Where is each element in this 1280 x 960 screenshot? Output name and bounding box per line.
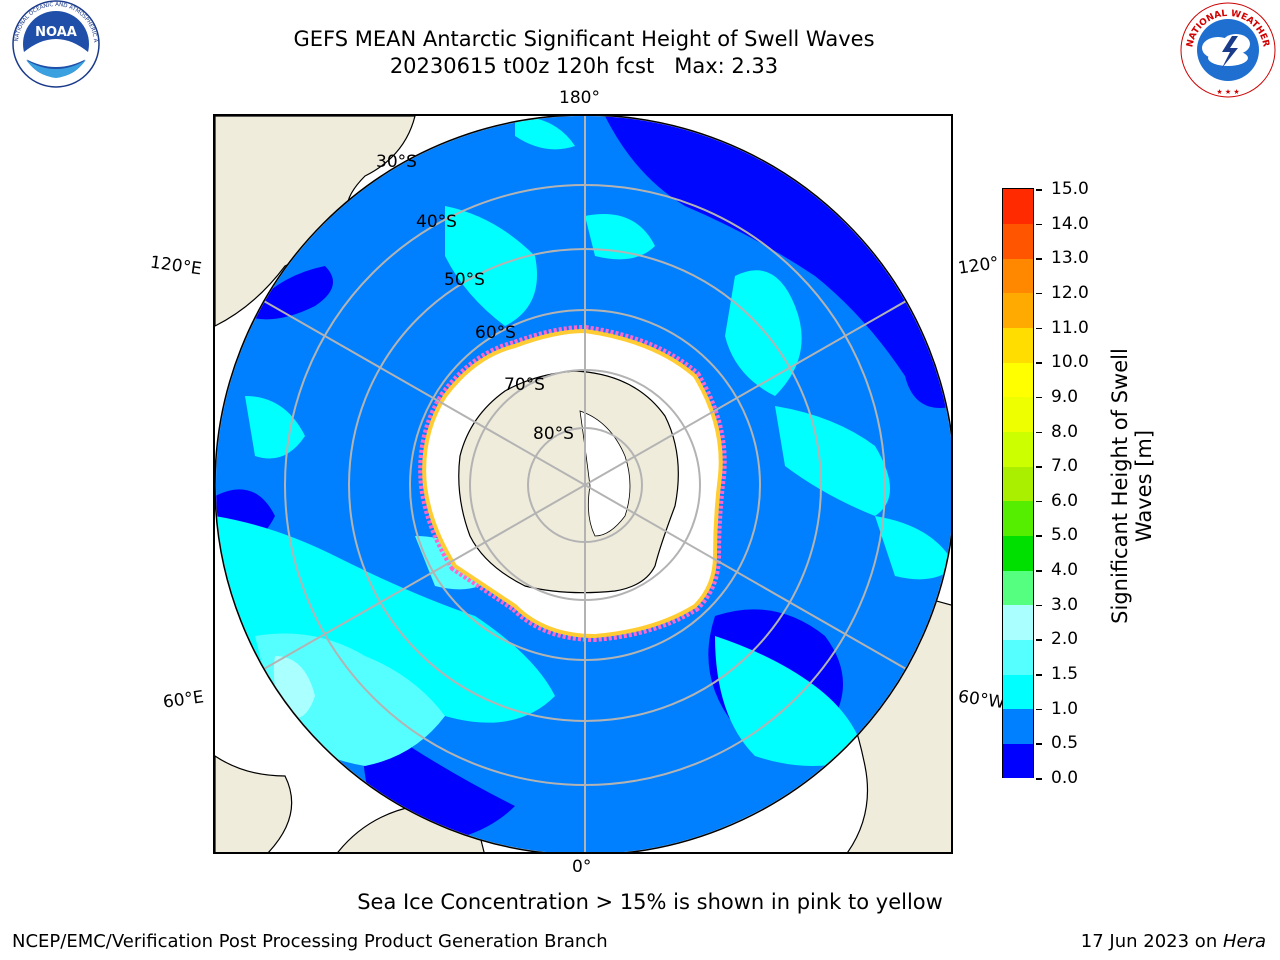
colorbar-segment (1003, 327, 1033, 363)
colorbar-tick (1036, 292, 1042, 295)
colorbar-tick (1036, 674, 1042, 676)
lon-label-180: 180° (559, 88, 600, 108)
colorbar-tick (1036, 604, 1042, 607)
lon-label-120e: 120°E (148, 252, 203, 280)
colorbar-segment (1003, 362, 1033, 398)
colorbar-tick (1036, 743, 1042, 745)
colorbar-segment (1003, 258, 1033, 294)
noaa-logo: NOAA NATIONAL OCEANIC AND ATMOSPHERIC AD… (1, 0, 108, 92)
colorbar-tick-label: 4.0 (1051, 560, 1079, 581)
chart-title: GEFS MEAN Antarctic Significant Height o… (293, 27, 875, 51)
colorbar-tick-label: 12.0 (1051, 282, 1089, 303)
colorbar-segment (1003, 570, 1033, 606)
datestamp-date: 17 Jun 2023 on (1080, 931, 1223, 952)
antarctica-land (458, 370, 679, 594)
colorbar-tick (1036, 223, 1042, 226)
colorbar-tick-label: 14.0 (1051, 213, 1089, 234)
colorbar (1002, 188, 1034, 779)
lon-label-60e: 60°E (161, 687, 206, 713)
colorbar-tick-label: 0.0 (1051, 768, 1079, 788)
lat-label-50s: 50°S (444, 270, 485, 290)
map-canvas (215, 116, 951, 852)
colorbar-segment (1003, 500, 1033, 536)
colorbar-tick-label: 3.0 (1051, 594, 1079, 615)
colorbar-tick (1036, 396, 1042, 399)
lat-label-70s: 70°S (504, 375, 545, 395)
lat-label-40s: 40°S (416, 212, 457, 232)
lon-label-120w: 120° (956, 253, 1001, 279)
colorbar-tick-label: 15.0 (1051, 179, 1089, 199)
nws-logo: NATIONAL WEATHER SERVICE ★ ★ ★ (1175, 0, 1278, 104)
colorbar-tick (1036, 500, 1042, 503)
colorbar-tick (1036, 535, 1042, 537)
colorbar-tick-label: 13.0 (1051, 248, 1089, 269)
colorbar-label: Significant Height of Swell Waves [m] (1108, 326, 1156, 646)
datestamp-host: Hera (1222, 931, 1266, 952)
colorbar-segment (1003, 535, 1033, 571)
colorbar-segment (1003, 743, 1033, 779)
colorbar-segment (1003, 292, 1033, 329)
colorbar-tick (1036, 362, 1042, 364)
colorbar-tick-label: 9.0 (1051, 386, 1079, 407)
colorbar-segment (1003, 466, 1033, 502)
colorbar-tick (1036, 327, 1042, 330)
colorbar-label-line2: Waves [m] (1132, 429, 1156, 543)
credit-line: NCEP/EMC/Verification Post Processing Pr… (12, 931, 608, 952)
lon-label-60w: 60°W (956, 686, 1007, 714)
colorbar-tick (1036, 778, 1042, 780)
svg-text:NOAA: NOAA (35, 25, 77, 40)
sea-ice-footnote: Sea Ice Concentration > 15% is shown in … (357, 890, 943, 914)
polar-map (213, 114, 953, 854)
datestamp: 17 Jun 2023 on Hera (1081, 931, 1266, 952)
chart-subtitle: 20230615 t00z 120h fcst Max: 2.33 (389, 54, 779, 78)
colorbar-tick (1036, 466, 1042, 468)
graticule (215, 116, 951, 852)
colorbar-tick-label: 6.0 (1051, 490, 1079, 511)
lat-label-30s: 30°S (376, 152, 417, 172)
colorbar-tick-label: 7.0 (1051, 456, 1079, 477)
lat-label-60s: 60°S (475, 323, 516, 343)
colorbar-tick-label: 0.5 (1051, 733, 1079, 754)
colorbar-tick (1036, 639, 1042, 641)
colorbar-segment (1003, 189, 1033, 225)
colorbar-tick (1036, 708, 1042, 711)
colorbar-tick-label: 1.5 (1051, 664, 1079, 685)
colorbar-tick (1036, 570, 1042, 572)
colorbar-segment (1003, 639, 1033, 675)
colorbar-segment (1003, 396, 1033, 433)
lat-label-80s: 80°S (533, 424, 574, 444)
colorbar-segment (1003, 708, 1033, 744)
colorbar-label-line1: Significant Height of Swell (1108, 348, 1132, 624)
colorbar-tick-label: 2.0 (1051, 629, 1079, 650)
colorbar-tick-label: 5.0 (1051, 525, 1079, 546)
colorbar-tick-label: 1.0 (1051, 698, 1079, 719)
lon-label-0: 0° (572, 857, 592, 877)
colorbar-tick (1036, 431, 1042, 434)
colorbar-tick-label: 8.0 (1051, 421, 1079, 442)
colorbar-segment (1003, 674, 1033, 710)
colorbar-tick-label: 11.0 (1051, 317, 1089, 338)
colorbar-segment (1003, 223, 1033, 259)
colorbar-tick (1036, 258, 1042, 260)
colorbar-segment (1003, 431, 1033, 467)
colorbar-segment (1003, 604, 1033, 640)
svg-text:★ ★ ★: ★ ★ ★ (1216, 88, 1239, 96)
colorbar-tick (1036, 189, 1042, 191)
colorbar-tick-label: 10.0 (1051, 352, 1089, 373)
